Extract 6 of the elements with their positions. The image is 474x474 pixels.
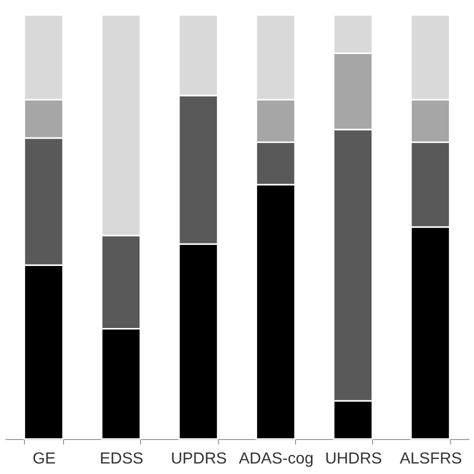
x-tick-label: ALSFRS [400, 450, 462, 468]
x-tick-label: EDSS [100, 450, 144, 468]
x-tick-label: UHDRS [325, 450, 382, 468]
x-tick-label: GE [32, 450, 56, 468]
x-tick-label: ADAS-cog [238, 450, 314, 468]
x-tick-label: UPDRS [170, 450, 227, 468]
